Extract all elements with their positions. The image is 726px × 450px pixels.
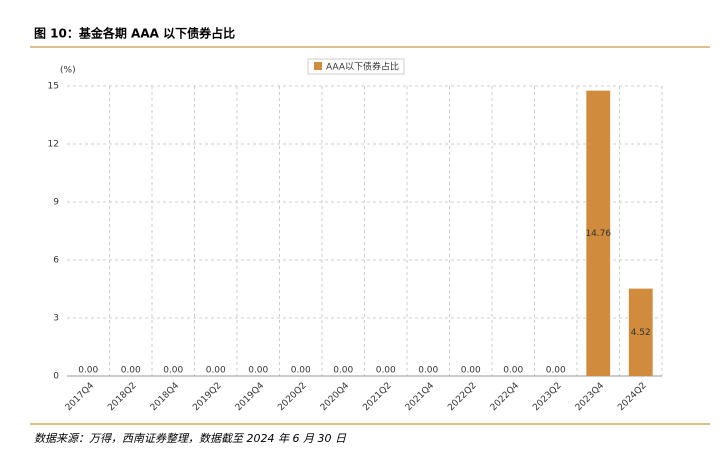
x-tick-label: 2022Q2 (446, 381, 478, 413)
value-label: 0.00 (291, 366, 311, 376)
value-label: 0.00 (78, 366, 98, 376)
x-tick-label: 2019Q2 (191, 381, 223, 413)
value-label: 0.00 (546, 366, 566, 376)
x-tick-label: 2018Q4 (149, 381, 182, 414)
y-tick-label: 15 (48, 82, 59, 92)
x-tick-label: 2018Q2 (106, 381, 138, 413)
value-label: 0.00 (376, 366, 396, 376)
y-tick-label: 12 (48, 140, 59, 150)
value-label: 0.00 (503, 366, 523, 376)
bar (628, 288, 653, 376)
value-label: 0.00 (248, 366, 268, 376)
x-tick-label: 2021Q2 (361, 381, 393, 413)
y-tick-label: 0 (53, 372, 59, 382)
y-tick-label: 3 (53, 314, 59, 324)
value-label: 14.76 (585, 229, 611, 239)
value-label: 0.00 (418, 366, 438, 376)
x-tick-label: 2024Q2 (616, 381, 648, 413)
value-label: 0.00 (333, 366, 353, 376)
legend-box (307, 58, 405, 75)
x-tick-label: 2022Q4 (489, 381, 522, 414)
x-tick-label: 2020Q2 (276, 381, 308, 413)
y-tick-label: 9 (53, 198, 59, 208)
value-label: 0.00 (163, 366, 183, 376)
bar (586, 90, 611, 376)
x-tick-label: 2021Q4 (404, 381, 437, 414)
value-label: 0.00 (461, 366, 481, 376)
x-tick-label: 2020Q4 (319, 381, 352, 414)
figure-title: 图 10：基金各期 AAA 以下债券占比 (34, 26, 235, 41)
value-label: 0.00 (121, 366, 141, 376)
x-tick-label: 2023Q2 (531, 381, 563, 413)
y-tick-label: 6 (53, 256, 59, 266)
value-label: 0.00 (206, 366, 226, 376)
legend-swatch (314, 62, 322, 70)
x-tick-label: 2019Q4 (234, 381, 267, 414)
value-label: 4.52 (631, 328, 651, 338)
source: 数据来源：万得，西南证券整理，数据截至 2024 年 6 月 30 日 (34, 432, 347, 445)
x-tick-label: 2023Q4 (574, 381, 607, 414)
y-axis-label: (%) (60, 66, 76, 76)
x-tick-label: 2017Q4 (64, 381, 97, 414)
legend-label: AAA以下债券占比 (326, 61, 399, 73)
